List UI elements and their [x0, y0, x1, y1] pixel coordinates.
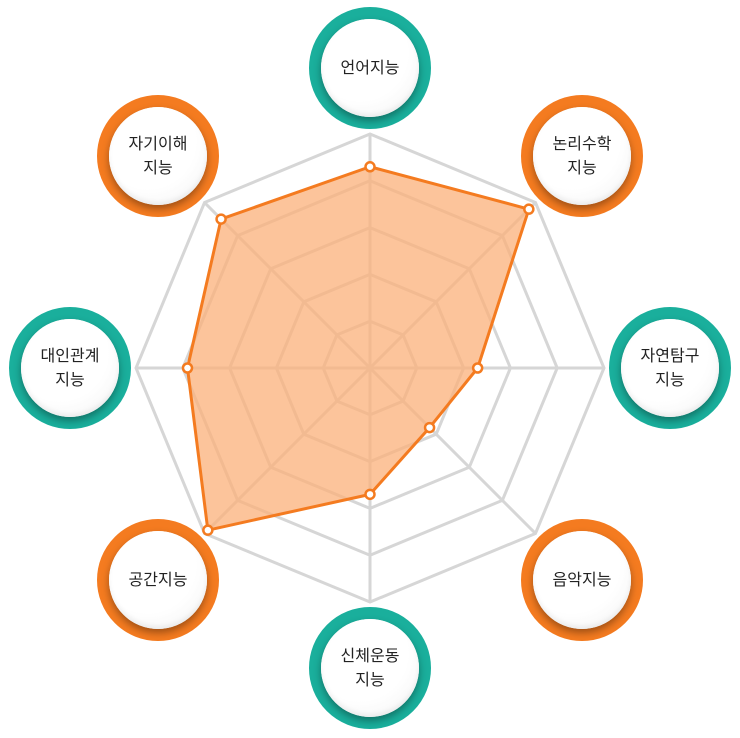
axis-label: 언어지능: [340, 58, 400, 77]
radar-series: [181, 161, 535, 536]
axis-node: 자기이해 지능: [97, 95, 219, 217]
data-point: [471, 362, 484, 374]
axis-node: 언어지능: [309, 7, 431, 129]
data-point: [215, 213, 227, 225]
axis-label: 음악지능: [552, 570, 612, 589]
axis-label: 자연탐구 지능: [640, 346, 700, 389]
axis-node-inner: 논리수학 지능: [533, 107, 631, 205]
axis-node: 음악지능: [521, 519, 643, 641]
axis-node: 논리수학 지능: [521, 95, 643, 217]
axis-node-inner: 공간지능: [109, 531, 207, 629]
axis-label: 자기이해 지능: [128, 134, 188, 177]
axis-node-inner: 신체운동 지능: [321, 619, 419, 717]
data-point: [202, 524, 214, 536]
axis-node-inner: 음악지능: [533, 531, 631, 629]
axis-node: 자연탐구 지능: [609, 307, 731, 429]
axis-label: 논리수학 지능: [552, 134, 612, 177]
axis-label: 신체운동 지능: [340, 646, 400, 689]
data-point: [364, 488, 376, 501]
axis-label: 공간지능: [128, 570, 188, 589]
axis-node: 신체운동 지능: [309, 607, 431, 729]
data-point: [523, 203, 535, 215]
data-point: [423, 421, 436, 434]
axis-node-inner: 자연탐구 지능: [621, 319, 719, 417]
axis-node: 대인관계 지능: [9, 307, 131, 429]
axis-node-inner: 자기이해 지능: [109, 107, 207, 205]
data-point: [181, 362, 194, 374]
axis-node: 공간지능: [97, 519, 219, 641]
axis-label: 대인관계 지능: [40, 346, 100, 389]
axis-node-inner: 대인관계 지능: [21, 319, 119, 417]
data-point: [364, 161, 376, 173]
axis-node-inner: 언어지능: [321, 19, 419, 117]
